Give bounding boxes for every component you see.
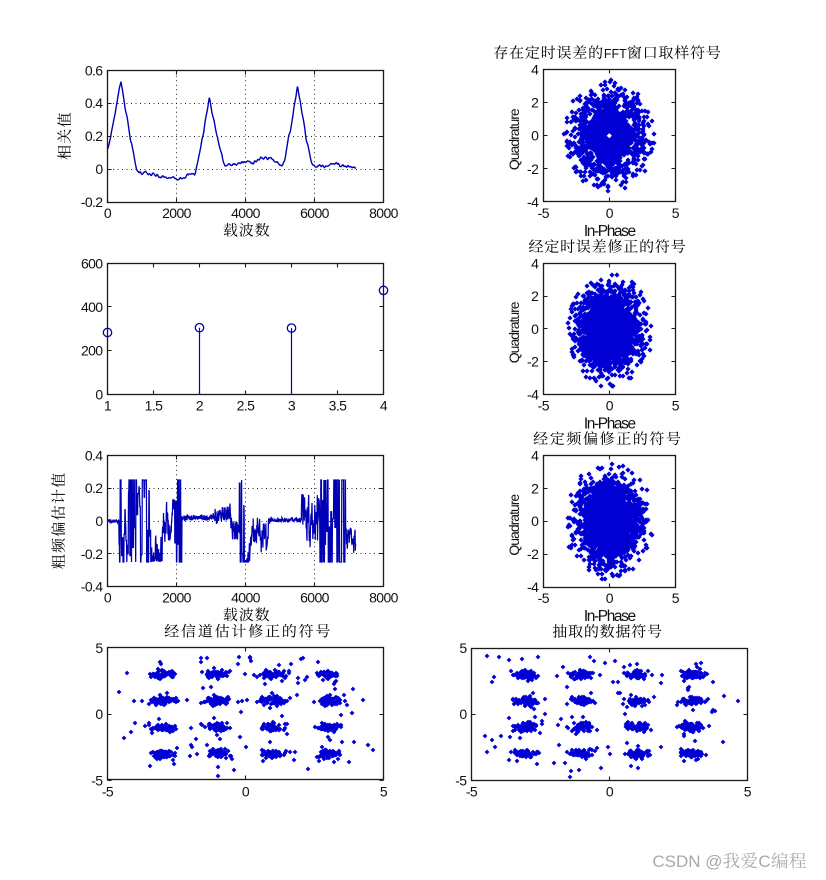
svg-text:2: 2 <box>531 480 539 496</box>
svg-text:Quadrature: Quadrature <box>506 108 522 170</box>
svg-text:0: 0 <box>104 590 112 606</box>
svg-text:0: 0 <box>104 205 112 221</box>
svg-text:0: 0 <box>531 513 539 529</box>
svg-text:C: C <box>758 852 770 871</box>
svg-text:2000: 2000 <box>162 205 192 221</box>
svg-text:200: 200 <box>81 343 103 359</box>
svg-text:-5: -5 <box>538 205 550 221</box>
svg-text:5: 5 <box>672 397 680 413</box>
svg-text:0.6: 0.6 <box>85 62 103 78</box>
svg-text:2: 2 <box>531 95 539 111</box>
svg-text:-2: -2 <box>527 354 539 370</box>
svg-text:5: 5 <box>672 205 680 221</box>
svg-text:5: 5 <box>380 783 388 799</box>
svg-text:4: 4 <box>531 61 539 77</box>
svg-text:0: 0 <box>242 783 250 799</box>
svg-text:0: 0 <box>531 128 539 144</box>
svg-text:0: 0 <box>606 783 614 799</box>
svg-text:Quadrature: Quadrature <box>506 494 522 556</box>
svg-text:-5: -5 <box>538 397 550 413</box>
svg-text:0: 0 <box>531 321 539 337</box>
svg-text:2: 2 <box>531 288 539 304</box>
svg-text:1.5: 1.5 <box>145 397 163 413</box>
svg-text:Quadrature: Quadrature <box>506 301 522 363</box>
svg-text:In-Phase: In-Phase <box>584 608 636 625</box>
svg-text:In-Phase: In-Phase <box>584 223 636 240</box>
svg-text:8000: 8000 <box>369 590 399 606</box>
svg-text:0: 0 <box>606 397 614 413</box>
svg-text:-0.2: -0.2 <box>81 194 104 210</box>
svg-text:2: 2 <box>196 397 204 413</box>
svg-text:-5: -5 <box>455 772 467 788</box>
svg-text:-4: -4 <box>527 579 539 595</box>
svg-text:In-Phase: In-Phase <box>584 416 636 433</box>
svg-text:-5: -5 <box>538 590 550 606</box>
svg-text:2.5: 2.5 <box>237 397 255 413</box>
svg-text:1: 1 <box>104 397 112 413</box>
svg-text:0: 0 <box>459 706 467 722</box>
svg-text:-2: -2 <box>527 161 539 177</box>
svg-text:0: 0 <box>95 386 103 402</box>
svg-text:-2: -2 <box>527 546 539 562</box>
svg-text:-0.2: -0.2 <box>81 546 104 562</box>
svg-text:400: 400 <box>81 299 103 315</box>
svg-text:600: 600 <box>81 255 103 271</box>
svg-text:-4: -4 <box>527 386 539 402</box>
svg-text:5: 5 <box>95 640 103 656</box>
svg-text:0: 0 <box>95 513 103 529</box>
svg-text:5: 5 <box>672 590 680 606</box>
svg-text:4000: 4000 <box>231 205 261 221</box>
svg-text:0.2: 0.2 <box>85 128 103 144</box>
svg-text:6000: 6000 <box>300 205 330 221</box>
svg-text:-4: -4 <box>527 194 539 210</box>
svg-text:0.4: 0.4 <box>85 447 103 463</box>
svg-text:-0.4: -0.4 <box>81 579 104 595</box>
svg-text:6000: 6000 <box>300 590 330 606</box>
svg-text:3: 3 <box>288 397 296 413</box>
svg-text:3.5: 3.5 <box>329 397 347 413</box>
svg-text:4: 4 <box>531 447 539 463</box>
svg-text:0: 0 <box>606 590 614 606</box>
svg-text:FFT: FFT <box>604 47 627 61</box>
svg-text:5: 5 <box>744 783 752 799</box>
svg-text:-5: -5 <box>91 772 103 788</box>
svg-text:0.2: 0.2 <box>85 480 103 496</box>
svg-text:8000: 8000 <box>369 205 399 221</box>
svg-text:0: 0 <box>95 706 103 722</box>
svg-text:-5: -5 <box>466 783 478 799</box>
svg-text:2000: 2000 <box>162 590 192 606</box>
svg-text:4000: 4000 <box>231 590 261 606</box>
svg-text:5: 5 <box>459 640 467 656</box>
svg-text:4: 4 <box>531 255 539 271</box>
svg-text:0: 0 <box>606 205 614 221</box>
svg-text:CSDN @: CSDN @ <box>652 852 722 871</box>
svg-text:4: 4 <box>380 397 388 413</box>
svg-text:-5: -5 <box>102 783 114 799</box>
svg-text:0: 0 <box>95 161 103 177</box>
svg-text:0.4: 0.4 <box>85 95 103 111</box>
